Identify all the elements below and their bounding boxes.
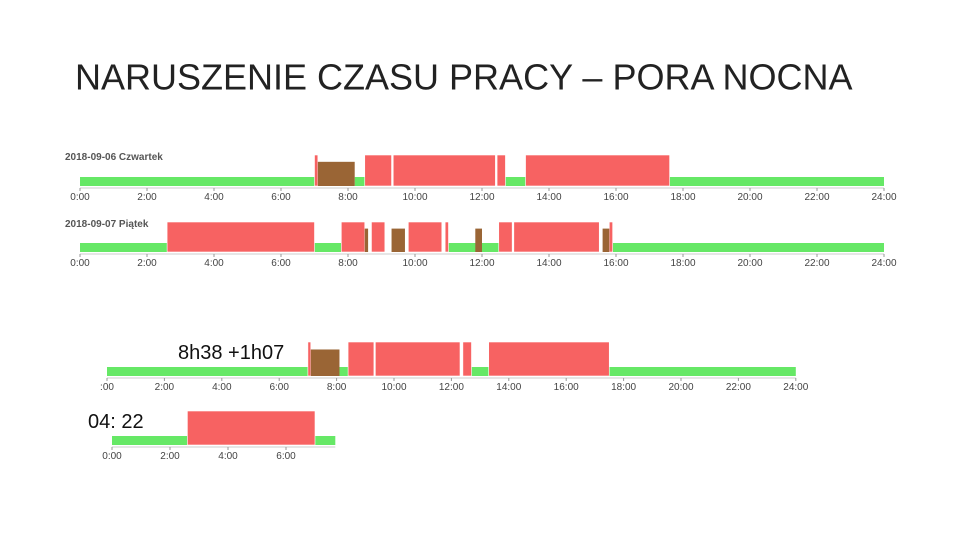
other-segment (475, 228, 482, 252)
rest-segment (315, 436, 336, 445)
rest-segment (80, 177, 315, 186)
tick-label: 2:00 (160, 451, 180, 462)
work-segment (314, 154, 319, 187)
work-segment (166, 221, 315, 253)
work-segment (392, 154, 496, 187)
rest-segment (80, 243, 168, 252)
tick-label: 24:00 (871, 258, 896, 269)
tick-label: 24:00 (783, 382, 808, 393)
other-segment (310, 349, 340, 376)
tick-label: 6:00 (269, 382, 289, 393)
tick-label: 8:00 (338, 258, 358, 269)
tick-label: 0:00 (70, 192, 90, 203)
tick-label: 12:00 (439, 382, 464, 393)
rest-segment (612, 243, 884, 252)
tick-label: 18:00 (670, 258, 695, 269)
tick-label: 2:00 (155, 382, 175, 393)
tick-label: 0:00 (102, 451, 122, 462)
tick-label: :00 (100, 382, 114, 393)
work-segment (407, 221, 443, 253)
tick-label: 2:00 (137, 192, 157, 203)
work-segment (364, 154, 392, 187)
rest-segment (314, 243, 342, 252)
tick-label: 16:00 (554, 382, 579, 393)
day-label: 2018-09-06 Czwartek (65, 152, 163, 163)
rest-segment (339, 367, 349, 376)
other-segment (391, 228, 405, 252)
tick-label: 10:00 (381, 382, 406, 393)
rest-segment (471, 367, 489, 376)
tick-label: 24:00 (871, 192, 896, 203)
tick-label: 8:00 (338, 192, 358, 203)
tick-label: 10:00 (402, 192, 427, 203)
tick-label: 4:00 (204, 258, 224, 269)
tick-label: 4:00 (204, 192, 224, 203)
rest-segment (609, 367, 796, 376)
rest-segment (669, 177, 884, 186)
annotation: 04: 22 (88, 411, 144, 433)
tick-label: 22:00 (804, 192, 829, 203)
tick-label: 16:00 (603, 258, 628, 269)
work-segment (444, 221, 449, 253)
slide-title: NARUSZENIE CZASU PRACY – PORA NOCNA (75, 57, 853, 98)
work-segment (498, 221, 513, 253)
tick-label: 14:00 (536, 192, 561, 203)
rest-segment (448, 243, 499, 252)
tick-label: 2:00 (137, 258, 157, 269)
tick-label: 4:00 (218, 451, 238, 462)
tick-label: 10:00 (402, 258, 427, 269)
tick-label: 14:00 (496, 382, 521, 393)
tick-label: 18:00 (670, 192, 695, 203)
work-segment (375, 341, 461, 377)
tick-label: 22:00 (726, 382, 751, 393)
tick-label: 20:00 (737, 192, 762, 203)
work-segment (307, 341, 312, 377)
tick-label: 20:00 (668, 382, 693, 393)
work-segment (187, 410, 316, 446)
tick-label: 6:00 (271, 258, 291, 269)
day-label: 2018-09-07 Piątek (65, 219, 149, 230)
rest-segment (505, 177, 526, 186)
tick-label: 4:00 (212, 382, 232, 393)
rest-segment (107, 367, 308, 376)
rest-segment (112, 436, 188, 445)
work-segment (608, 221, 613, 253)
annotation: 8h38 +1h07 (178, 342, 284, 364)
work-segment (488, 341, 610, 377)
tick-label: 12:00 (469, 192, 494, 203)
tick-label: 8:00 (327, 382, 347, 393)
other-segment (364, 228, 369, 252)
work-segment (462, 341, 472, 377)
work-segment (340, 221, 366, 253)
tick-label: 6:00 (276, 451, 296, 462)
tick-label: 6:00 (271, 192, 291, 203)
tick-label: 12:00 (469, 258, 494, 269)
work-segment (347, 341, 375, 377)
rest-segment (354, 177, 365, 186)
tick-label: 0:00 (70, 258, 90, 269)
tick-label: 22:00 (804, 258, 829, 269)
other-segment (317, 161, 355, 186)
tick-label: 20:00 (737, 258, 762, 269)
tick-label: 16:00 (603, 192, 628, 203)
work-segment (371, 221, 386, 253)
other-segment (602, 228, 610, 252)
work-segment (525, 154, 670, 187)
work-segment (513, 221, 600, 253)
work-segment (496, 154, 506, 187)
tick-label: 14:00 (536, 258, 561, 269)
tick-label: 18:00 (611, 382, 636, 393)
